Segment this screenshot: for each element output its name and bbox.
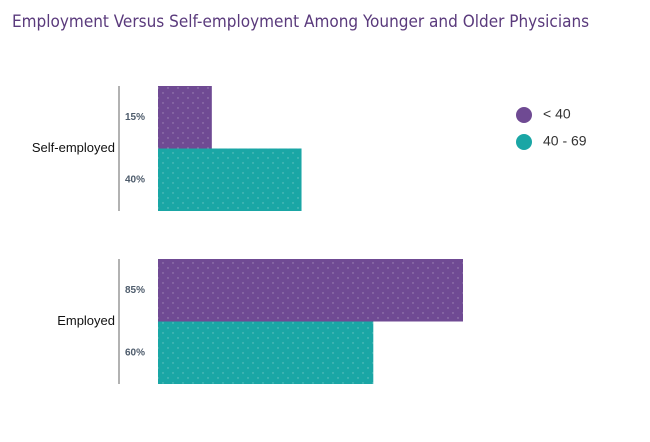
category-label: Employed	[57, 313, 115, 328]
legend-marker	[516, 134, 532, 150]
value-label: 15%	[125, 112, 145, 123]
value-label: 60%	[125, 347, 145, 358]
value-label: 85%	[125, 285, 145, 296]
legend-marker	[516, 107, 532, 123]
legend-label: 40 - 69	[543, 133, 587, 149]
chart-title: Employment Versus Self-employment Among …	[12, 12, 589, 32]
bar-texture	[158, 259, 463, 322]
value-label: 40%	[125, 174, 145, 185]
bar-texture	[158, 86, 212, 149]
category-label: Self-employed	[32, 140, 115, 155]
legend-label: < 40	[543, 106, 571, 122]
bar-texture	[158, 321, 374, 384]
bar-texture	[158, 148, 302, 211]
